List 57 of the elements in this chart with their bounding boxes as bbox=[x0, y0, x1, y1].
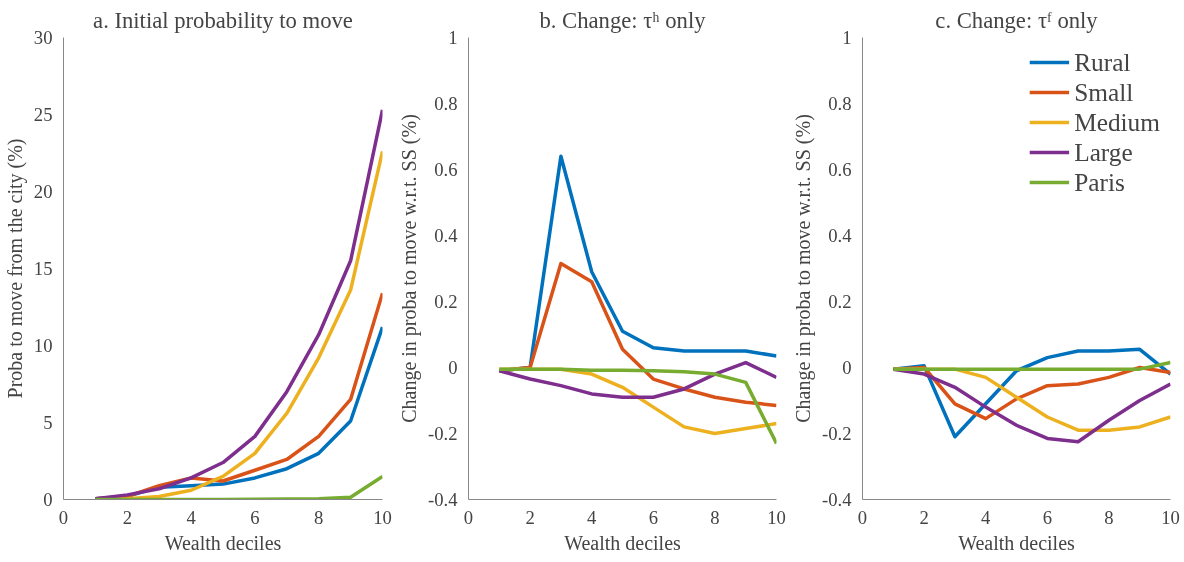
y-tick-label: 0 bbox=[842, 357, 852, 378]
y-tick-label: 0.8 bbox=[434, 93, 458, 114]
y-tick-label: 1 bbox=[448, 27, 458, 48]
legend-label: Small bbox=[1074, 77, 1134, 107]
chart-title: c. Change: τᶠ only bbox=[935, 7, 1099, 33]
legend-label: Medium bbox=[1074, 107, 1160, 137]
y-tick-label: 0.6 bbox=[828, 159, 852, 180]
x-tick-label: 0 bbox=[463, 506, 474, 528]
y-tick-label: -0.2 bbox=[427, 423, 458, 444]
y-tick-label: 0.6 bbox=[434, 159, 458, 180]
x-tick-label: 10 bbox=[373, 506, 392, 528]
y-tick-label: 20 bbox=[33, 181, 53, 202]
legend-label: Large bbox=[1074, 137, 1133, 167]
y-tick-label: 0.4 bbox=[434, 225, 459, 246]
line-series bbox=[93, 474, 383, 500]
x-tick-label: 8 bbox=[314, 506, 324, 528]
y-tick-label: 0 bbox=[43, 489, 53, 510]
y-axis-title: Change in proba to move w.r.t. SS (%) bbox=[791, 114, 815, 423]
x-tick-label: 10 bbox=[1161, 506, 1180, 528]
y-tick-label: -0.2 bbox=[821, 423, 852, 444]
x-tick-label: 10 bbox=[767, 506, 786, 528]
legend-label: Rural bbox=[1074, 47, 1131, 77]
x-axis-title: Wealth deciles bbox=[958, 531, 1076, 554]
x-tick-label: 2 bbox=[919, 506, 929, 528]
legend-label: Paris bbox=[1074, 167, 1125, 197]
x-tick-label: 4 bbox=[981, 506, 992, 528]
x-tick-label: 4 bbox=[186, 506, 197, 528]
y-axis-title: Change in proba to move w.r.t. SS (%) bbox=[397, 114, 421, 423]
x-axis-title: Wealth deciles bbox=[564, 531, 682, 554]
chart-title: b. Change: τʰ only bbox=[539, 7, 707, 33]
x-tick-label: 2 bbox=[525, 506, 535, 528]
x-tick-label: 6 bbox=[648, 506, 658, 528]
y-tick-label: 0.4 bbox=[828, 225, 853, 246]
chart-title: a. Initial probability to move bbox=[93, 7, 353, 33]
y-tick-label: 5 bbox=[43, 412, 53, 433]
x-tick-label: 2 bbox=[122, 506, 132, 528]
x-tick-label: 6 bbox=[1042, 506, 1052, 528]
y-tick-label: 30 bbox=[33, 27, 53, 48]
x-tick-label: 0 bbox=[857, 506, 868, 528]
y-tick-label: 25 bbox=[33, 104, 53, 125]
x-tick-label: 0 bbox=[58, 506, 69, 528]
x-tick-label: 4 bbox=[587, 506, 598, 528]
y-tick-label: 15 bbox=[33, 258, 53, 279]
y-axis-title: Proba to move from the city (%) bbox=[3, 138, 27, 399]
x-tick-label: 8 bbox=[710, 506, 720, 528]
line-series bbox=[497, 360, 777, 399]
y-tick-label: 0.2 bbox=[434, 291, 458, 312]
x-axis-title: Wealth deciles bbox=[164, 531, 282, 554]
y-tick-label: 0.2 bbox=[828, 291, 852, 312]
x-tick-label: 8 bbox=[1104, 506, 1114, 528]
y-tick-label: 0 bbox=[448, 357, 458, 378]
y-tick-label: -0.4 bbox=[427, 489, 459, 510]
x-tick-label: 6 bbox=[250, 506, 260, 528]
y-tick-label: 0.8 bbox=[828, 93, 852, 114]
y-tick-label: -0.4 bbox=[821, 489, 853, 510]
y-tick-label: 10 bbox=[33, 335, 53, 356]
y-tick-label: 1 bbox=[842, 27, 852, 48]
